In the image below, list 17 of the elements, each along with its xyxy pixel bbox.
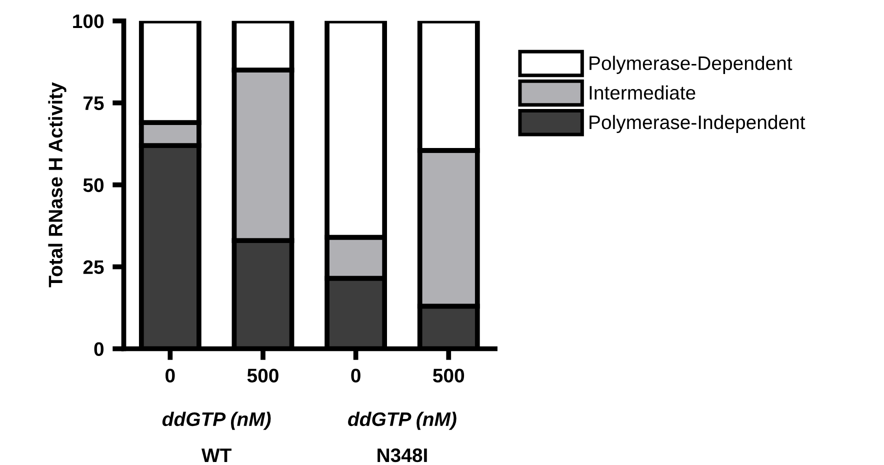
y-tick-label: 100 [73,14,104,28]
text: N348I [378,448,427,462]
y-tick-label: 25 [83,260,104,274]
text: ddGTP (nM) [162,412,271,430]
y-tick-label: 0 [94,342,104,356]
legend-label: Intermediate [590,85,696,100]
text: WT [201,448,232,462]
text: ddGTP (nM) [348,412,456,430]
x-tick-label: 0 [351,368,360,382]
y-axis-title: Total RNase H Activity [48,82,66,288]
legend-label: Polymerase-Independent [590,114,806,134]
x-tick-label: 500 [247,368,278,382]
x-tick-label: 500 [433,368,464,382]
x-tick-label: 0 [166,368,175,382]
y-tick-label: 50 [83,178,104,192]
legend-label: Polymerase-Dependent [590,56,792,74]
y-tick-label: 75 [84,96,104,110]
